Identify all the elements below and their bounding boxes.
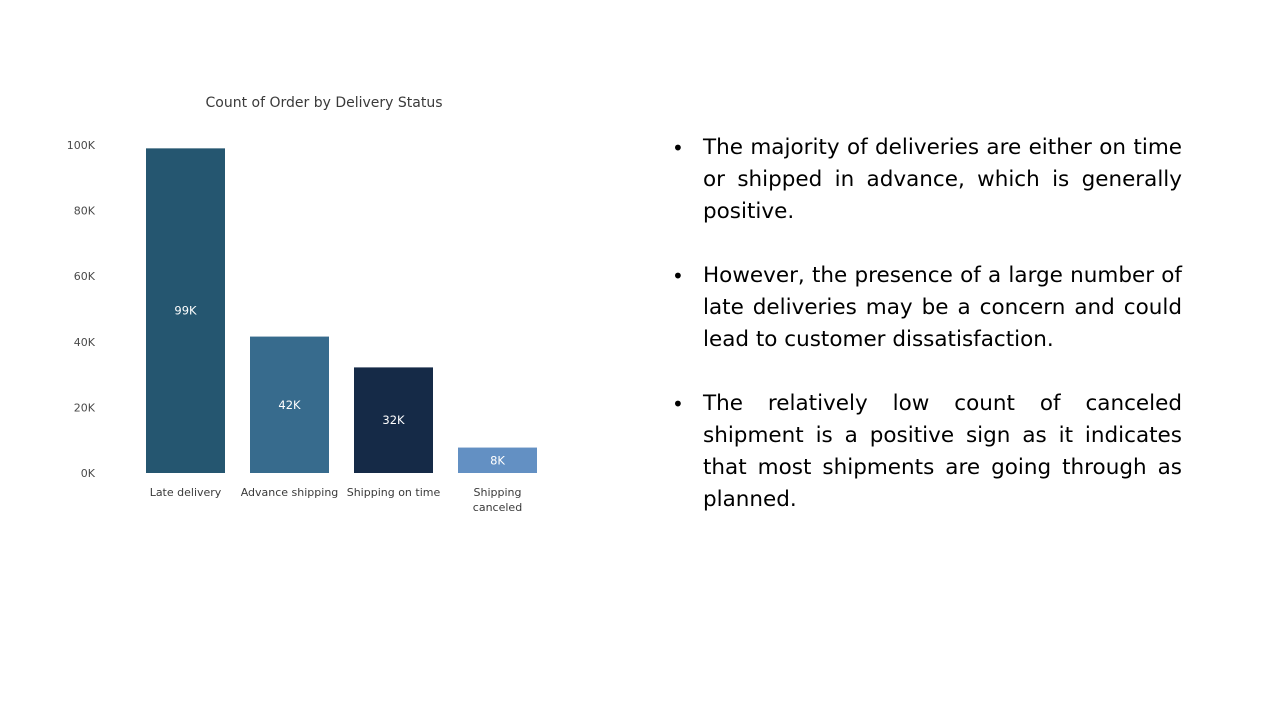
y-tick-label: 0K: [81, 467, 96, 480]
bullet-item: • However, the presence of a large numbe…: [668, 260, 1182, 356]
x-category-label: Advance shipping: [241, 486, 339, 499]
x-category-label: Shipping: [474, 486, 522, 499]
bullet-marker: •: [672, 136, 684, 160]
bullet-text: The majority of deliveries are either on…: [703, 135, 1182, 224]
x-category-label: Late delivery: [150, 486, 222, 499]
data-label: 32K: [382, 413, 405, 427]
data-labels: 99K 42K 32K 8K: [174, 304, 505, 468]
data-label: 42K: [278, 398, 301, 412]
bullet-text: However, the presence of a large number …: [703, 263, 1182, 352]
bar: [354, 367, 433, 473]
x-category-label: canceled: [473, 501, 522, 514]
bars: [146, 148, 537, 473]
bullet-list: • The majority of deliveries are either …: [668, 132, 1182, 548]
y-tick-label: 20K: [74, 401, 96, 414]
bar-chart: Count of Order by Delivery Status 0K 20K 4…: [67, 95, 537, 514]
bullet-item: • The majority of deliveries are either …: [668, 132, 1182, 228]
bullet-marker: •: [672, 392, 684, 416]
y-tick-label: 80K: [74, 205, 96, 218]
y-tick-label: 100K: [67, 139, 96, 152]
bar: [458, 447, 537, 473]
y-tick-label: 40K: [74, 336, 96, 349]
y-tick-label: 60K: [74, 270, 96, 283]
chart-title: Count of Order by Delivery Status: [205, 95, 442, 111]
bar: [146, 148, 225, 473]
bullet-item: • The relatively low count of canceled s…: [668, 388, 1182, 516]
bar: [250, 336, 329, 473]
y-axis: 0K 20K 40K 60K 80K 100K: [67, 139, 96, 480]
data-label: 8K: [490, 453, 505, 467]
bullet-marker: •: [672, 264, 684, 288]
data-label: 99K: [174, 304, 197, 318]
x-axis: Late delivery Advance shipping Shipping on…: [150, 486, 523, 514]
bullet-text: The relatively low count of canceled shi…: [703, 391, 1182, 512]
x-category-label: Shipping on time: [347, 486, 441, 499]
